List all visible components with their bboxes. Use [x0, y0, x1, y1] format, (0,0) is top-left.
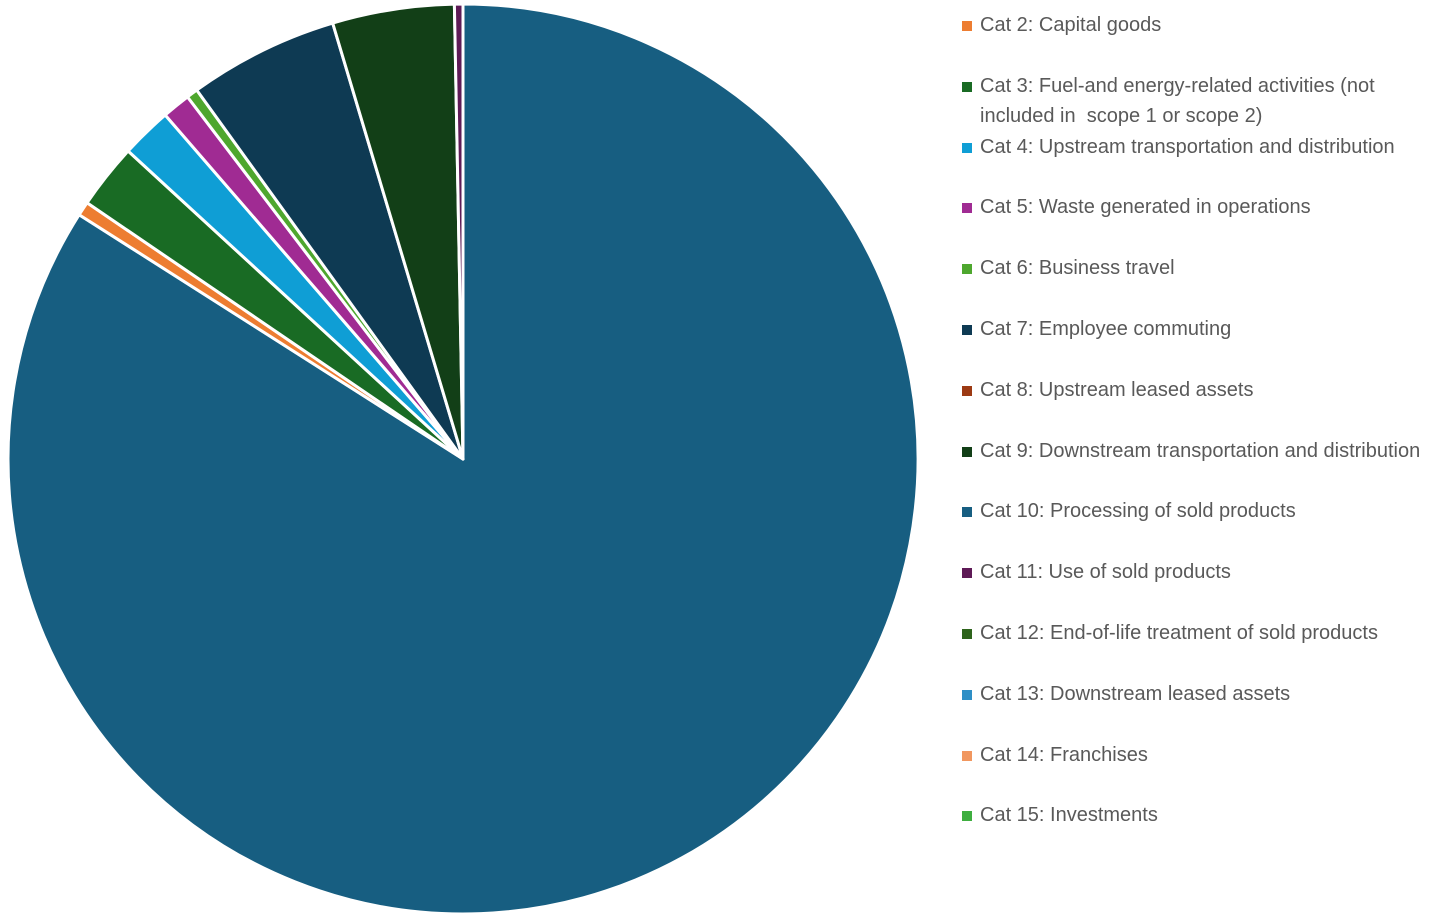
legend-swatch — [962, 21, 972, 31]
legend-item: Cat 14: Franchises — [962, 740, 1452, 801]
legend-label: Cat 6: Business travel — [980, 257, 1175, 280]
legend-item: Cat 3: Fuel-and energy-related activitie… — [962, 71, 1452, 132]
legend-swatch — [962, 750, 972, 761]
legend-swatch — [962, 264, 972, 275]
legend-label: Cat 10: Processing of sold products — [980, 500, 1296, 523]
legend-swatch — [962, 385, 972, 396]
legend-label: Cat 5: Waste generated in operations — [980, 196, 1311, 219]
legend-item: Cat 10: Processing of sold products — [962, 496, 1452, 557]
pie-slice-cat-11 — [452, 2, 465, 461]
legend-item: Cat 9: Downstream transportation and dis… — [962, 436, 1452, 497]
legend-item: Cat 12: End-of-life treatment of sold pr… — [962, 618, 1452, 679]
legend-swatch — [962, 142, 972, 153]
legend-label: Cat 2: Capital goods — [980, 14, 1162, 36]
legend-swatch — [962, 81, 972, 92]
legend-label: Cat 12: End-of-life treatment of sold pr… — [980, 621, 1378, 644]
legend-label: Cat 13: Downstream leased assets — [980, 682, 1291, 705]
legend-label: Cat 3: Fuel-and energy-related activitie… — [980, 74, 1381, 127]
legend-label: Cat 11: Use of sold products — [980, 561, 1231, 584]
legend-label: Cat 15: Investments — [980, 804, 1158, 827]
legend-item: Cat 15: Investments — [962, 800, 1452, 861]
legend-label: Cat 9: Downstream transportation and dis… — [980, 439, 1421, 462]
legend-item: Cat 7: Employee commuting — [962, 314, 1452, 375]
chart-legend: Cat 2: Capital goods Cat 3: Fuel-and ener… — [962, 10, 1452, 861]
legend-item: Cat 6: Business travel — [962, 253, 1452, 314]
legend-label: Cat 7: Employee commuting — [980, 317, 1232, 340]
pie-slice-unlabeled-6 — [195, 21, 465, 461]
legend-item: Cat 2: Capital goods — [962, 10, 1452, 71]
legend-swatch — [962, 203, 972, 214]
legend-item: Cat 4: Upstream transportation and distr… — [962, 132, 1452, 193]
legend-item: Cat 5: Waste generated in operations — [962, 192, 1452, 253]
pie-chart — [6, 2, 920, 914]
legend-item: Cat 8: Upstream leased assets — [962, 375, 1452, 436]
legend-item: Cat 11: Use of sold products — [962, 557, 1452, 618]
legend-swatch — [962, 811, 972, 822]
legend-swatch — [962, 689, 972, 700]
legend-label: Cat 4: Upstream transportation and distr… — [980, 135, 1395, 158]
legend-item: Cat 13: Downstream leased assets — [962, 679, 1452, 740]
legend-swatch — [962, 568, 972, 579]
legend-swatch — [962, 446, 972, 457]
legend-label: Cat 14: Franchises — [980, 743, 1148, 766]
legend-swatch — [962, 324, 972, 335]
legend-swatch — [962, 507, 972, 518]
legend-label: Cat 8: Upstream leased assets — [980, 378, 1254, 401]
legend-swatch — [962, 628, 972, 639]
